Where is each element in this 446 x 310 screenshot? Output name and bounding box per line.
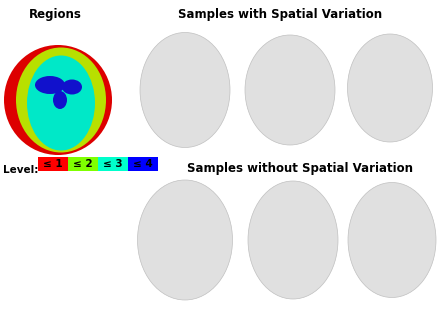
Text: Level:: Level: <box>3 165 38 175</box>
Text: ≤ 2: ≤ 2 <box>73 159 93 169</box>
Text: ≤ 3: ≤ 3 <box>103 159 123 169</box>
Bar <box>38 157 68 171</box>
Ellipse shape <box>62 79 82 95</box>
Ellipse shape <box>248 181 338 299</box>
Text: Regions: Regions <box>29 8 82 21</box>
Bar <box>68 157 98 171</box>
Ellipse shape <box>140 33 230 148</box>
Ellipse shape <box>347 34 433 142</box>
Ellipse shape <box>27 55 95 150</box>
Text: ≤ 4: ≤ 4 <box>133 159 153 169</box>
Ellipse shape <box>16 47 106 153</box>
Bar <box>128 157 158 171</box>
Ellipse shape <box>4 45 112 155</box>
Ellipse shape <box>35 76 65 94</box>
Bar <box>98 157 128 171</box>
Text: ≤ 1: ≤ 1 <box>43 159 63 169</box>
Text: Samples without Spatial Variation: Samples without Spatial Variation <box>187 162 413 175</box>
Ellipse shape <box>245 35 335 145</box>
Ellipse shape <box>137 180 232 300</box>
Ellipse shape <box>53 91 67 109</box>
Text: Samples with Spatial Variation: Samples with Spatial Variation <box>178 8 382 21</box>
Ellipse shape <box>348 183 436 298</box>
